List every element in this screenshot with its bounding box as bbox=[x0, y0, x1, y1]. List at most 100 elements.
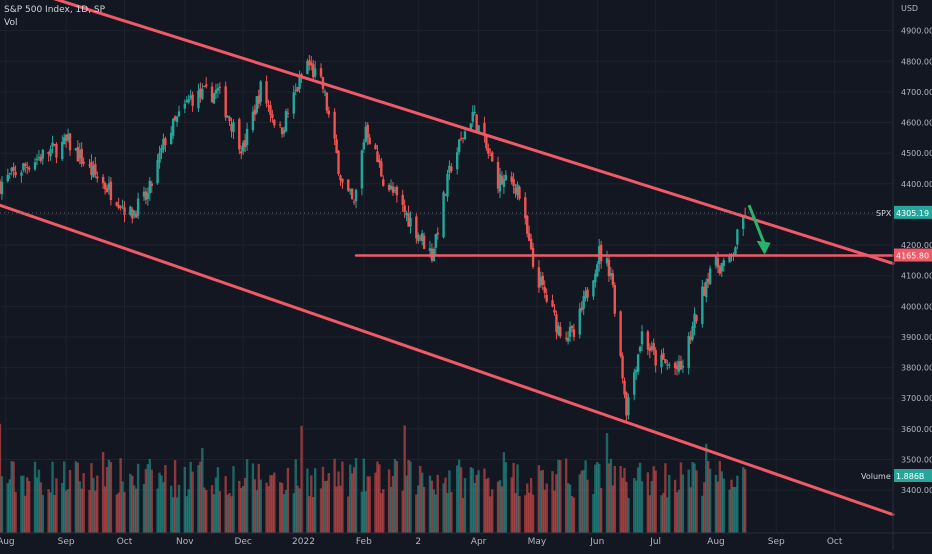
candle-body bbox=[450, 166, 453, 171]
volume-bar bbox=[267, 486, 270, 533]
volume-bar bbox=[121, 481, 124, 533]
volume-bar bbox=[257, 463, 260, 533]
candle-body bbox=[541, 275, 545, 286]
volume-bar bbox=[432, 489, 436, 533]
volume-bar bbox=[300, 425, 303, 533]
volume-legend: Vol bbox=[4, 18, 18, 28]
candle-body bbox=[224, 86, 227, 118]
volume-bar bbox=[718, 460, 722, 533]
volume-bar bbox=[633, 478, 636, 533]
volume-value-tag bbox=[894, 469, 932, 482]
candle-body bbox=[596, 264, 599, 277]
volume-bar bbox=[485, 479, 488, 533]
volume-bar bbox=[477, 470, 480, 533]
price-axis-label: 4600.00 bbox=[901, 119, 932, 128]
volume-bar bbox=[189, 461, 192, 533]
volume-bar bbox=[701, 495, 704, 533]
candle-body bbox=[129, 206, 132, 215]
volume-bar bbox=[348, 464, 352, 533]
candle-body bbox=[428, 248, 432, 251]
candle-body bbox=[245, 128, 249, 145]
candle-body bbox=[103, 182, 107, 190]
candle-body bbox=[401, 194, 404, 205]
volume-bar bbox=[527, 492, 531, 533]
volume-bar bbox=[566, 483, 570, 533]
volume-bar bbox=[634, 480, 638, 533]
volume-bar bbox=[708, 468, 712, 533]
time-axis-label: 2022 bbox=[292, 537, 315, 547]
candle-body bbox=[310, 62, 313, 66]
volume-bar bbox=[652, 466, 655, 533]
volume-bar bbox=[203, 487, 206, 533]
price-axis-label: 4100.00 bbox=[901, 272, 932, 281]
candle-body bbox=[444, 194, 447, 196]
candle-body bbox=[243, 140, 247, 147]
volume-bar bbox=[596, 462, 599, 533]
volume-bar bbox=[286, 467, 290, 533]
volume-bar bbox=[502, 452, 506, 533]
candle-body bbox=[572, 329, 576, 338]
candlesticks bbox=[0, 54, 747, 423]
volume-bar bbox=[96, 475, 99, 533]
volume-bar bbox=[541, 469, 545, 533]
chart-title: S&P 500 Index, 1D, SP bbox=[4, 5, 106, 15]
volume-bar bbox=[282, 494, 286, 533]
volume-bar bbox=[409, 461, 412, 533]
candle-body bbox=[39, 156, 43, 161]
volume-bar bbox=[142, 484, 146, 533]
candle-body bbox=[218, 86, 222, 88]
volume-bar bbox=[337, 471, 340, 533]
volume-bar bbox=[741, 466, 745, 533]
volume-bar bbox=[133, 485, 136, 533]
volume-bar bbox=[578, 474, 581, 533]
volume-value: 1.886B bbox=[896, 472, 924, 481]
candle-body bbox=[382, 179, 385, 186]
volume-bar bbox=[393, 459, 397, 533]
volume-bar bbox=[436, 474, 439, 533]
candle-body bbox=[662, 353, 665, 360]
candle-body bbox=[189, 95, 192, 99]
volume-bar bbox=[292, 493, 295, 533]
candle-body bbox=[419, 237, 422, 239]
time-axis-label: Feb bbox=[356, 537, 372, 547]
volume-bar bbox=[352, 467, 356, 533]
volume-bar bbox=[26, 477, 29, 533]
candle-body bbox=[203, 86, 206, 88]
candle-body bbox=[539, 277, 543, 286]
candle-body bbox=[22, 163, 25, 171]
candle-body bbox=[144, 191, 148, 200]
volume-bar bbox=[584, 460, 587, 533]
volume-bar bbox=[109, 462, 113, 533]
candle-body bbox=[121, 205, 124, 207]
volume-bar bbox=[695, 470, 698, 533]
candle-body bbox=[592, 280, 595, 297]
candle-body bbox=[380, 161, 383, 177]
candle-body bbox=[613, 284, 616, 314]
candle-body bbox=[693, 313, 696, 329]
candle-body bbox=[350, 188, 354, 200]
candle-body bbox=[705, 281, 708, 298]
candle-body bbox=[339, 175, 342, 181]
volume-bar bbox=[240, 488, 243, 533]
grid bbox=[0, 0, 893, 533]
volume-bar bbox=[677, 489, 681, 533]
candle-body bbox=[265, 81, 268, 104]
volume-bar bbox=[158, 472, 161, 533]
volume-bar bbox=[442, 483, 445, 533]
candle-body bbox=[701, 286, 704, 324]
volume-bar bbox=[687, 469, 690, 533]
volume-bar bbox=[364, 491, 367, 533]
candle-body bbox=[514, 187, 517, 194]
volume-bar bbox=[129, 473, 132, 533]
volume-bar bbox=[489, 496, 492, 533]
volume-bar bbox=[619, 465, 622, 533]
volume-bar bbox=[259, 479, 262, 533]
volume-bar bbox=[551, 471, 554, 533]
volume-bar bbox=[640, 481, 644, 533]
volume-bar bbox=[319, 488, 323, 533]
candle-body bbox=[251, 111, 255, 131]
candle-body bbox=[162, 138, 165, 150]
volume-bar bbox=[226, 494, 229, 533]
